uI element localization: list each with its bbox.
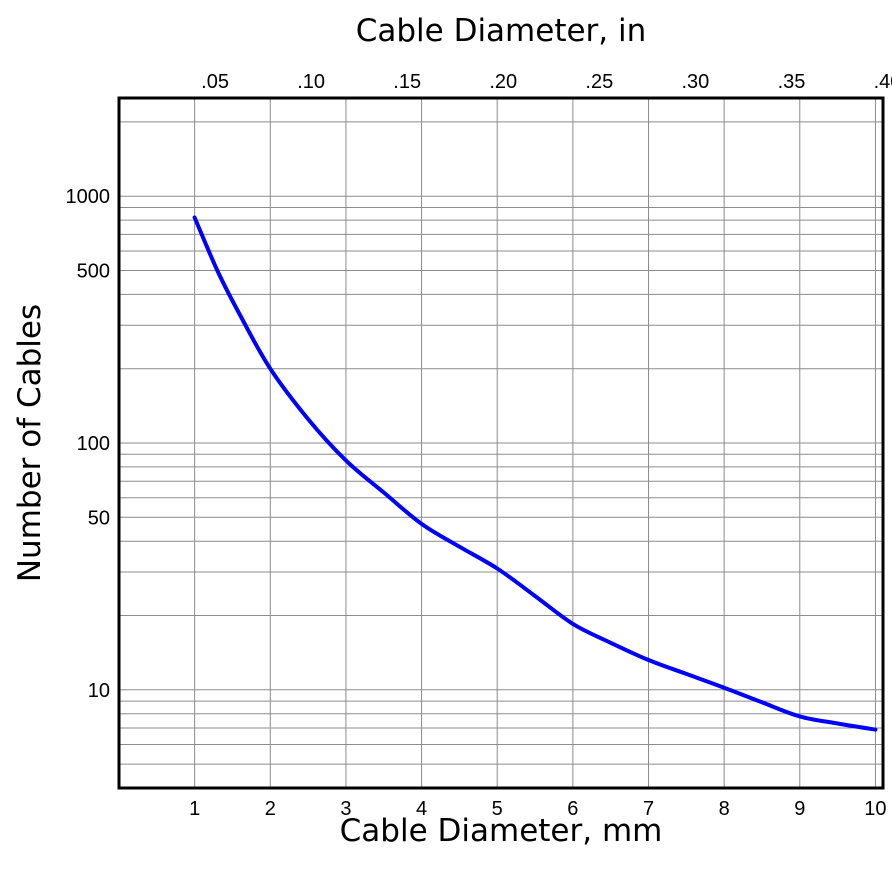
series-layer [192,215,878,732]
x-tick-label: 3 [340,798,351,820]
x-axis-ticks: 1 2 3 4 5 6 7 8 9 10 [189,798,886,820]
y-axis-ticks: 10 50 100 500 1000 [66,186,111,702]
y-tick-label: 1000 [66,186,111,208]
top-x-tick-label: .05 [201,71,229,93]
y-tick-label: 100 [77,433,110,455]
x-tick-label: 7 [643,798,654,820]
top-x-tick-label: .40 [874,71,892,93]
plot-frame [117,96,885,790]
x-tick-label: 4 [416,798,427,820]
top-x-tick-label: .20 [489,71,517,93]
x-axis-title: Cable Diameter, mm [340,813,663,849]
x-tick-label: 10 [864,798,886,820]
y-tick-label: 10 [88,680,110,702]
y-tick-label: 500 [77,261,110,283]
x-tick-label: 9 [794,798,805,820]
x-tick-label: 8 [719,798,730,820]
top-x-axis-title: Cable Diameter, in [356,13,647,49]
x-tick-label: 2 [265,798,276,820]
y-axis-title: Number of Cables [12,304,48,582]
top-x-tick-label: .30 [681,71,709,93]
x-tick-label: 1 [189,798,200,820]
series-line [192,215,878,732]
y-tick-label: 50 [88,507,110,529]
top-x-tick-label: .10 [297,71,325,93]
top-x-tick-label: .15 [393,71,421,93]
top-x-tick-label: .25 [585,71,613,93]
x-tick-label: 6 [567,798,578,820]
x-tick-label: 5 [492,798,503,820]
top-x-tick-label: .35 [778,71,806,93]
top-x-axis-ticks: .05 .10 .15 .20 .25 .30 .35 .40 [201,71,892,93]
